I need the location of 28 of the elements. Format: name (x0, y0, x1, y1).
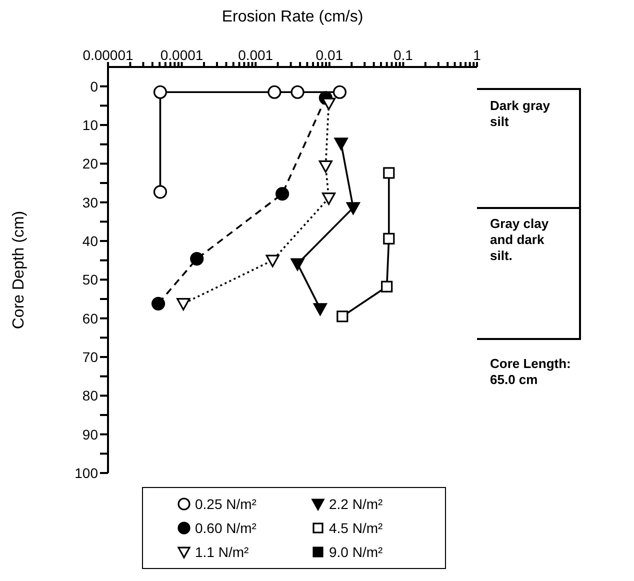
x-tick-label: 0.1 (393, 47, 414, 63)
y-tick-label: 10 (82, 116, 98, 133)
y-tick-label: 60 (82, 310, 98, 326)
y-tick-label: 100 (74, 464, 98, 481)
y-tick-label: 50 (82, 272, 98, 288)
y-tick-label: 30 (82, 194, 98, 210)
y-tick-label: 90 (82, 426, 98, 442)
legend-label: 4.5 N/m² (329, 520, 383, 536)
legend-label: 1.1 N/m² (195, 544, 249, 560)
legend-label: 2.2 N/m² (329, 496, 383, 512)
x-tick-label: 1 (473, 47, 482, 63)
y-tick-label: 80 (82, 388, 98, 404)
x-tick-label: 0.01 (316, 47, 344, 63)
y-tick-label: 20 (82, 156, 98, 172)
y-axis-title: Core Depth (cm) (10, 210, 28, 330)
text: Dark gray silt (490, 98, 551, 130)
legend-label: 0.60 N/m² (195, 520, 256, 536)
x-axis-title: Erosion Rate (cm/s) (222, 8, 364, 26)
legend-label: 9.0 N/m² (329, 544, 383, 560)
y-tick-label: 40 (82, 232, 98, 249)
text: Gray clay and dark silt. (490, 216, 550, 264)
x-tick-label: 0.00001 (82, 47, 134, 63)
y-tick-label: 0 (90, 78, 98, 94)
y-tick-label: 70 (82, 348, 98, 365)
text: Core Length: 65.0 cm (490, 356, 572, 388)
x-tick-label: 0.0001 (160, 47, 204, 63)
x-tick-label: 0.001 (238, 47, 274, 63)
legend-label: 0.25 N/m² (195, 496, 256, 512)
